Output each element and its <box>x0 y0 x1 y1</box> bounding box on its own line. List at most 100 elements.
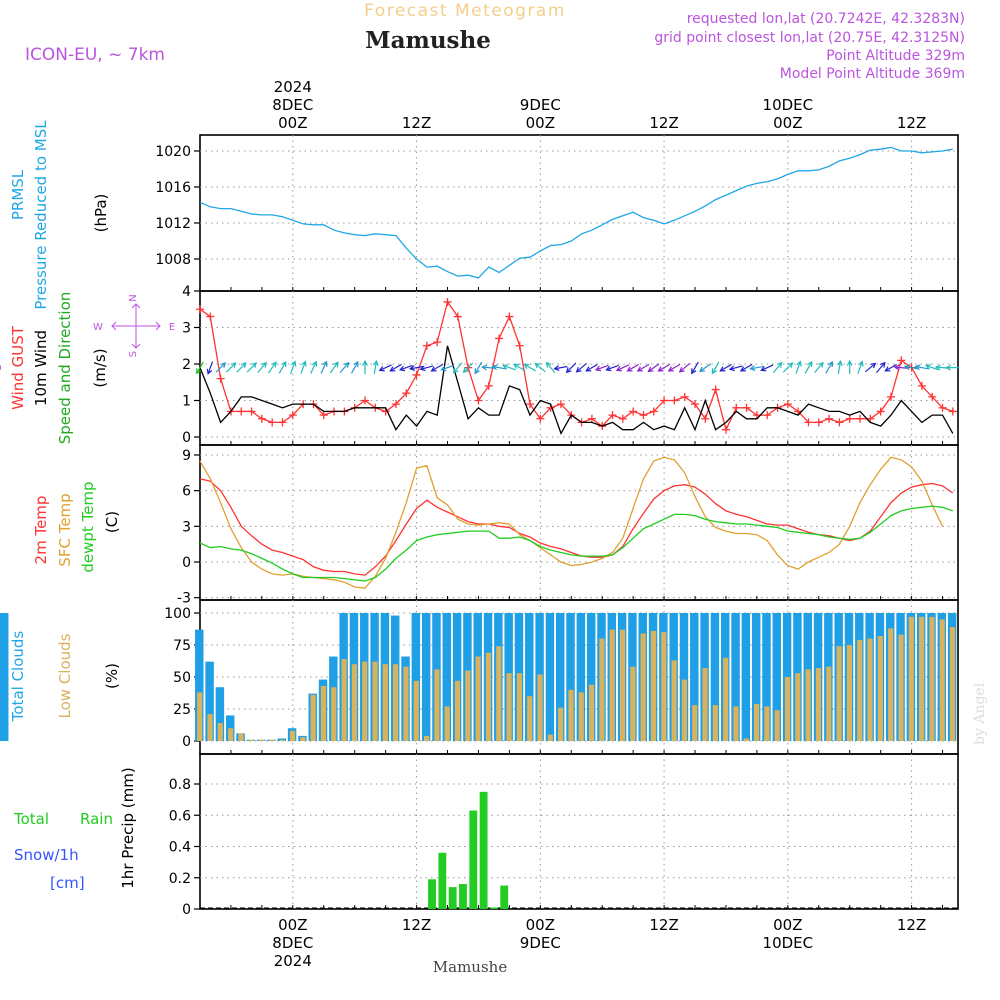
arrow-head <box>206 368 213 375</box>
total-cloud-bar <box>556 613 565 741</box>
y-tick-label: 75 <box>173 638 191 654</box>
arrow-head <box>251 362 258 369</box>
gust-point <box>649 407 658 416</box>
arrow-shaft <box>729 365 743 370</box>
low-cloud-bar <box>362 661 368 741</box>
gust-point <box>938 403 947 412</box>
wind-direction-label: Speed and Direction <box>56 292 74 445</box>
model-altitude: Model Point Altitude 369m <box>780 66 965 82</box>
arrow-shaft <box>804 361 813 374</box>
wind-direction-arrow <box>678 363 691 373</box>
wind-direction-arrow <box>278 360 287 374</box>
y-tick-label: 0 <box>182 902 191 918</box>
low-cloud-bar <box>423 735 430 741</box>
wind-direction-arrow <box>728 365 743 372</box>
arrow-shaft <box>410 365 424 370</box>
low-cloud-bar <box>382 664 388 741</box>
arrow-shaft <box>750 365 764 370</box>
arrow-shaft <box>390 363 402 372</box>
wind-direction-arrow <box>647 363 660 373</box>
total-cloud-bar <box>710 613 720 741</box>
arrow-shaft <box>492 365 506 370</box>
arrow-head <box>739 366 746 372</box>
arrow-head <box>870 362 877 369</box>
arrow-shaft <box>740 363 753 372</box>
arrow-shaft <box>534 363 546 373</box>
wind-direction-arrow <box>749 365 764 371</box>
gust-point <box>928 392 937 401</box>
bottom-time-label: 12Z <box>897 916 926 934</box>
low-cloud-bar <box>919 616 925 741</box>
arrow-head <box>281 360 287 368</box>
wind-direction-arrow <box>290 360 297 374</box>
wind-direction-arrow <box>914 364 929 371</box>
arrow-head <box>776 361 783 368</box>
total-cloud-bar <box>0 613 9 741</box>
arrow-shaft <box>595 364 609 371</box>
arrow-head <box>636 366 643 372</box>
arrow-shaft <box>576 363 587 373</box>
low-cloud-bar <box>877 636 883 741</box>
series-line-sfc-temp <box>199 456 944 589</box>
precip-bar <box>489 907 498 909</box>
gust-point <box>897 356 906 365</box>
arrow-head <box>719 366 726 372</box>
low-cloud-bar <box>836 646 842 741</box>
wind-gust-label: Wind GUST <box>9 325 27 410</box>
arrow-head <box>261 361 267 368</box>
arrow-shaft <box>711 361 720 374</box>
arrow-shaft <box>814 362 824 374</box>
total-cloud-bar <box>690 613 699 741</box>
wind-direction-arrow <box>419 365 434 372</box>
footer-location: Mamushe <box>433 958 508 976</box>
arrow-head <box>408 365 416 371</box>
wind-direction-arrow <box>884 363 897 372</box>
low-cloud-bar <box>258 739 265 741</box>
wind-direction-arrow <box>615 364 629 372</box>
low-cloud-bar <box>516 673 522 741</box>
gust-point <box>526 400 535 409</box>
arrow-head <box>196 368 202 375</box>
arrow-shaft <box>350 361 359 374</box>
wind-direction-arrow <box>502 364 516 371</box>
arrow-shaft <box>795 361 801 374</box>
top-time-label: 00Z <box>773 114 802 132</box>
wind-direction-arrow <box>836 360 843 375</box>
wind-direction-arrow <box>206 361 214 375</box>
gust-point <box>422 341 431 350</box>
compass-s: S <box>128 351 139 357</box>
arrow-head <box>807 360 813 368</box>
total-cloud-bar <box>411 613 421 741</box>
arrow-shaft <box>278 361 287 374</box>
arrow-head <box>760 366 767 372</box>
wind-direction-arrow <box>474 361 483 375</box>
location-title: Mamushe <box>365 27 491 54</box>
arrow-head <box>452 367 459 374</box>
arrow-shaft <box>876 362 886 374</box>
arrow-shaft <box>339 362 350 374</box>
low-cloud-bar <box>496 646 502 741</box>
arrow-shaft <box>482 366 496 369</box>
panel-frame <box>199 444 959 601</box>
wind-direction-arrow <box>378 364 392 372</box>
arrow-head <box>491 364 498 371</box>
low-cloud-bar <box>393 664 399 741</box>
arrow-shaft <box>691 361 699 374</box>
arrow-shaft <box>267 361 277 374</box>
total-cloud-bar <box>566 613 575 741</box>
wind-direction-arrow <box>772 361 783 374</box>
arrow-shaft <box>699 363 712 372</box>
low-cloud-bar <box>630 666 636 741</box>
low-cloud-bar <box>310 694 316 741</box>
arrow-head <box>605 365 612 372</box>
gust-point <box>948 407 957 416</box>
compass-n: N <box>128 294 139 301</box>
arrow-shaft <box>546 362 556 374</box>
gust-point <box>856 414 865 423</box>
arrow-head <box>419 365 426 372</box>
wind-panel: 0 1 2 3 4 <box>0 284 960 446</box>
low-cloud-bar <box>908 616 914 741</box>
wind-direction-arrow <box>440 364 454 372</box>
y-tick-label: 0 <box>182 734 191 750</box>
